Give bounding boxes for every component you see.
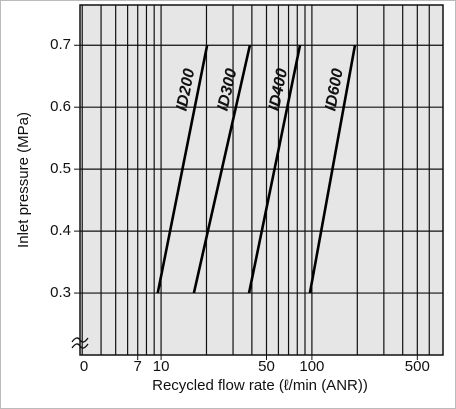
y-tick-label: 0.7 [50,36,71,53]
y-tick-label: 0.3 [50,284,71,301]
x-origin-label: 0 [80,358,88,375]
axis-break [71,337,89,349]
plot-area [80,5,443,355]
series-line [156,45,209,294]
series-line [192,44,252,294]
y-tick-label: 0.5 [50,160,71,177]
x-tick-label: 500 [405,358,430,375]
y-tick-label: 0.6 [50,98,71,115]
x-tick-label: 50 [258,358,275,375]
series-line [308,45,357,294]
plot-border [79,4,444,356]
y-axis-label: Inlet pressure (MPa) [15,112,32,248]
x-axis-label: Recycled flow rate (ℓ/min (ANR)) [152,377,368,394]
x-tick-label: 10 [153,358,170,375]
x-tick-label: 100 [299,358,324,375]
y-tick-label: 0.4 [50,222,71,239]
x-tick-label: 7 [134,358,142,375]
series-line [247,45,302,294]
